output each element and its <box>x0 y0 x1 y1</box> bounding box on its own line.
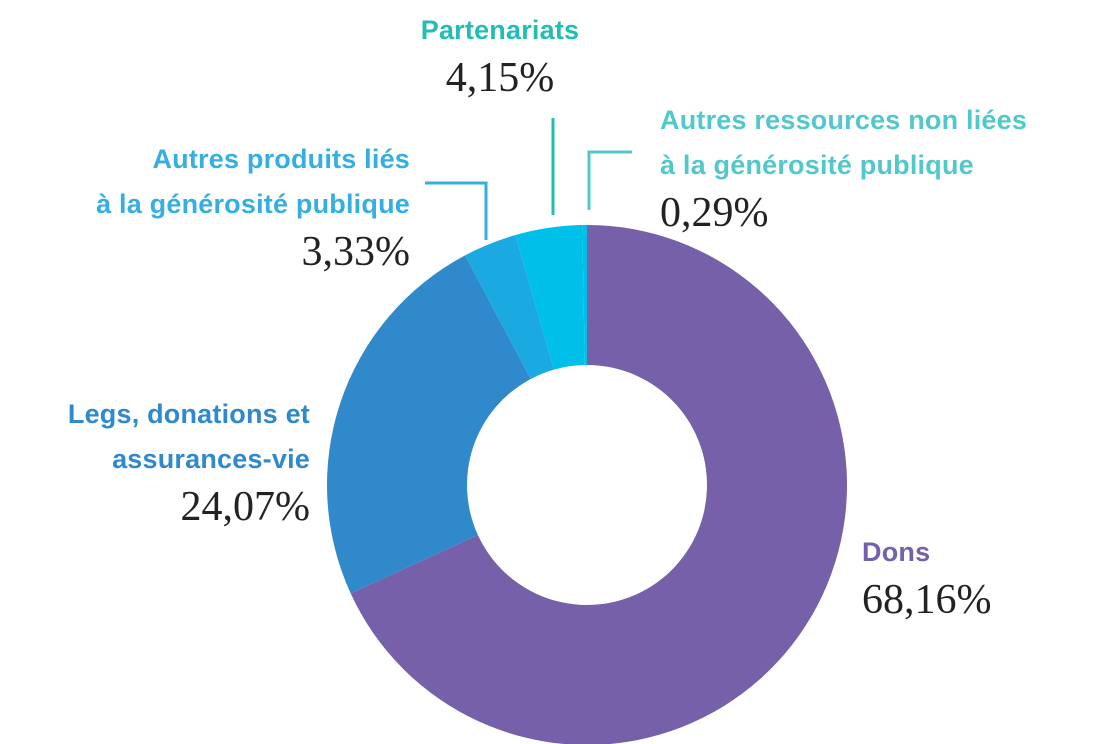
segment-label: Legs, donations et assurances-vie 24,07% <box>68 392 310 532</box>
segment-label: Autres produits liés à la générosité pub… <box>96 137 410 277</box>
category-label: Legs, donations et assurances-vie <box>67 399 310 474</box>
value-label: 4,15% <box>445 55 555 101</box>
donut-segment <box>327 255 531 594</box>
category-label: Autres produits liés à la générosité pub… <box>96 144 410 219</box>
leader-lines <box>425 118 632 240</box>
leader-line <box>425 181 488 240</box>
category-label: Partenariats <box>420 15 580 45</box>
donut-segment <box>350 225 847 744</box>
value-label: 24,07% <box>180 484 311 530</box>
value-label: 68,16% <box>862 577 992 623</box>
segment-label: Autres ressources non liées à la généros… <box>660 98 1027 238</box>
donut-segment <box>465 235 554 380</box>
segment-label: Dons 68,16% <box>862 530 992 625</box>
segment-label: Partenariats 4,15% <box>390 8 610 103</box>
value-label: 3,33% <box>301 229 411 275</box>
value-label: 0,29% <box>660 190 769 236</box>
leader-line <box>587 150 632 210</box>
category-label: Dons <box>862 537 931 567</box>
category-label: Autres ressources non liées à la généros… <box>660 105 1028 180</box>
donut-segment <box>515 225 585 370</box>
donut-segment <box>582 225 587 366</box>
